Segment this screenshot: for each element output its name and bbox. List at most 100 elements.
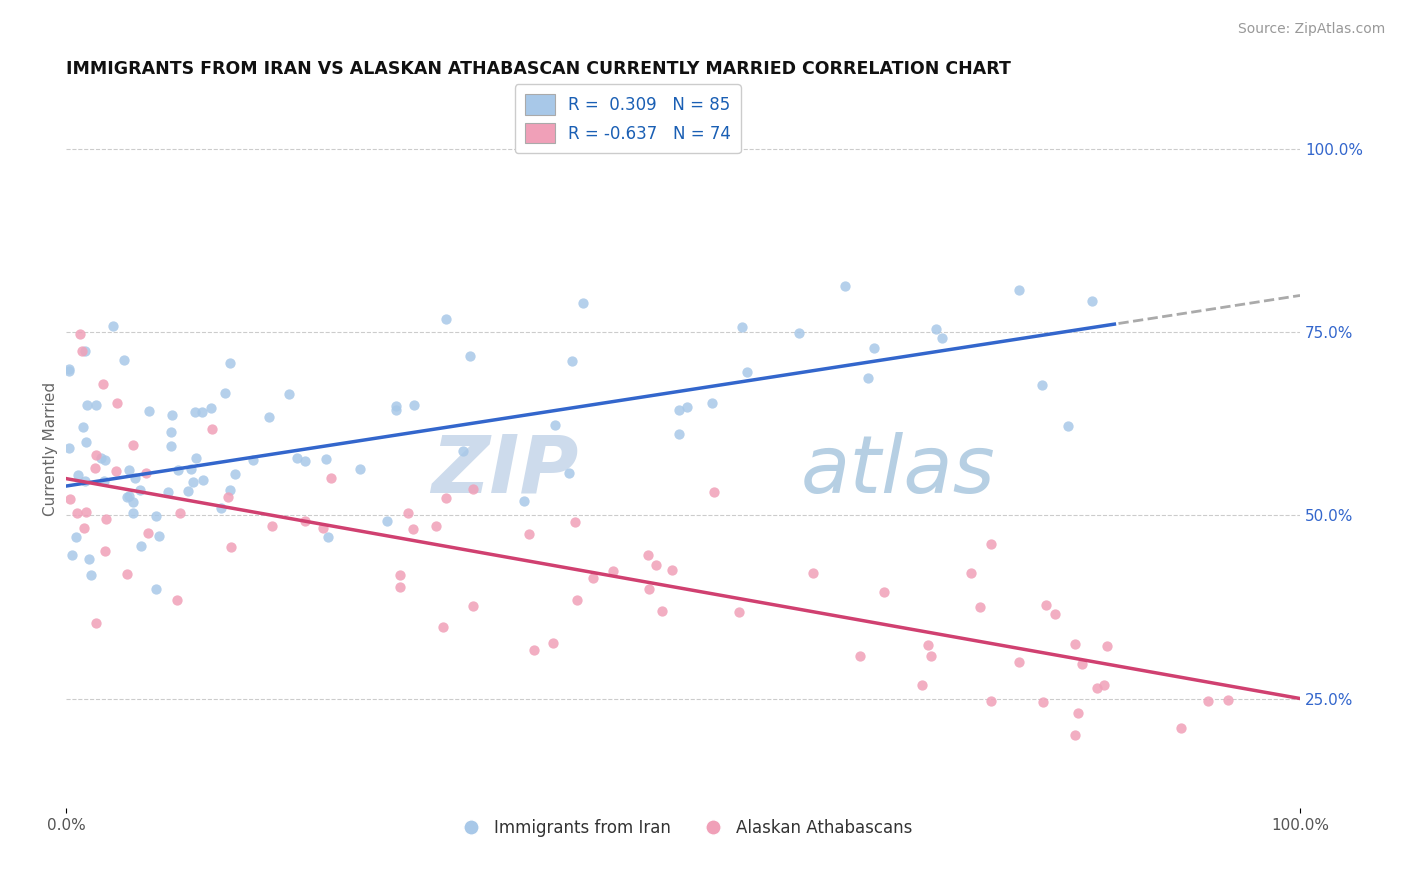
Point [184,404,207,418]
Point [567,592,589,607]
Point [1197,694,1219,708]
Point [980,537,1002,551]
Point [69,326,91,341]
Point [541,636,564,650]
Point [66,507,89,521]
Point [121,506,143,520]
Point [349,462,371,476]
Point [920,648,942,663]
Point [136,525,159,540]
Point [94,453,117,467]
Point [77,551,100,566]
Point [458,349,481,363]
Point [911,678,934,692]
Point [93,377,115,392]
Point [183,475,205,489]
Point [1032,695,1054,709]
Point [73,475,96,489]
Point [1218,692,1240,706]
Point [1071,657,1094,671]
Point [84,448,107,462]
Point [294,454,316,468]
Point [112,352,135,367]
Point [402,398,425,412]
Point [959,566,981,580]
Point [1035,599,1057,613]
Point [224,467,246,482]
Point [425,519,447,533]
Point [321,471,343,485]
Text: Source: ZipAtlas.com: Source: ZipAtlas.com [1237,22,1385,37]
Point [219,483,242,497]
Point [315,451,337,466]
Point [651,604,673,618]
Point [931,331,953,345]
Point [434,491,457,505]
Point [84,398,107,412]
Point [259,409,281,424]
Point [94,512,117,526]
Point [872,585,894,599]
Y-axis label: Currently Married: Currently Married [44,383,58,516]
Point [58,441,80,455]
Point [70,343,93,358]
Point [787,326,810,340]
Point [138,403,160,417]
Point [848,648,870,663]
Point [1081,294,1104,309]
Point [1066,706,1088,720]
Point [103,318,125,333]
Point [558,466,581,480]
Point [166,592,188,607]
Point [167,463,190,477]
Point [863,341,886,355]
Point [184,450,207,465]
Point [389,580,412,594]
Point [129,483,152,498]
Point [969,600,991,615]
Point [118,489,141,503]
Point [402,522,425,536]
Point [169,506,191,520]
Point [180,462,202,476]
Point [564,515,586,529]
Point [145,582,167,596]
Point [287,450,309,465]
Point [58,364,80,378]
Point [1095,639,1118,653]
Point [76,398,98,412]
Point [1085,681,1108,695]
Point [124,471,146,485]
Text: ZIP: ZIP [432,432,578,510]
Point [396,506,419,520]
Point [1170,721,1192,735]
Point [145,508,167,523]
Point [703,485,725,500]
Point [201,422,224,436]
Point [637,549,659,563]
Point [75,505,97,519]
Point [160,439,183,453]
Point [1045,607,1067,622]
Point [728,605,751,619]
Point [105,464,128,478]
Point [214,386,236,401]
Point [66,467,89,482]
Point [1008,655,1031,669]
Point [858,370,880,384]
Point [73,344,96,359]
Point [191,405,214,419]
Point [160,425,183,439]
Point [75,434,97,449]
Point [200,401,222,415]
Point [1092,678,1115,692]
Point [1031,378,1053,392]
Point [191,473,214,487]
Point [318,530,340,544]
Point [65,530,87,544]
Point [461,482,484,496]
Point [217,490,239,504]
Point [122,495,145,509]
Point [638,582,661,597]
Point [58,362,80,376]
